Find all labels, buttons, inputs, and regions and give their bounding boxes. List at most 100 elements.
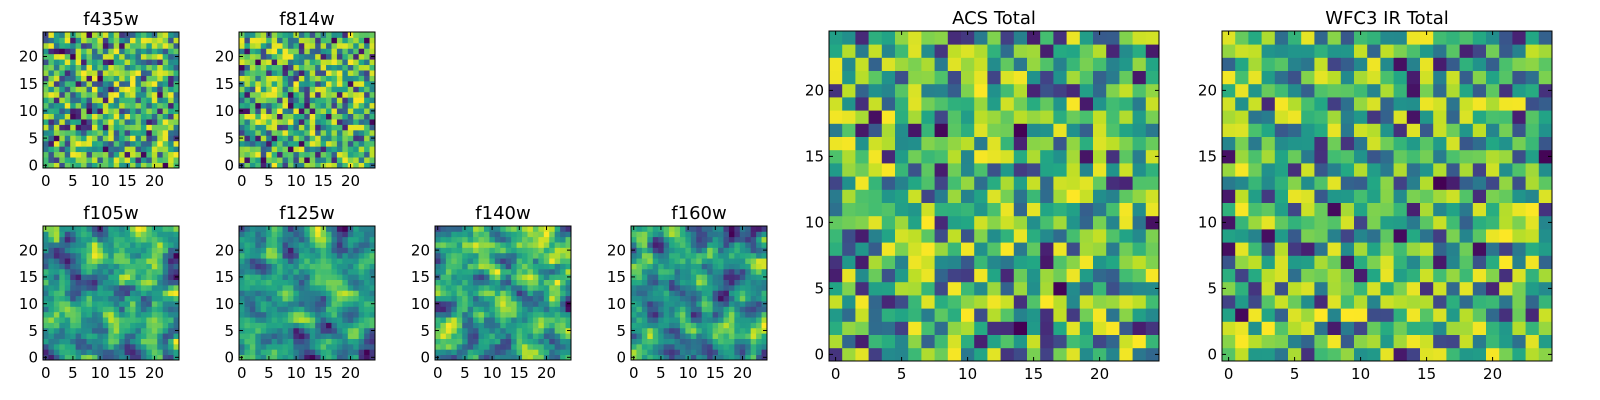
heatmap-cell (86, 70, 93, 76)
heatmap-cell (108, 231, 115, 238)
heatmap-cell (239, 349, 245, 356)
heatmap-cell (102, 301, 109, 307)
heatmap-cell (750, 274, 757, 280)
heatmap-cell (53, 295, 60, 302)
heatmap-cell (173, 151, 180, 158)
heatmap-cell (320, 242, 327, 248)
heatmap-cell (162, 64, 169, 71)
heatmap-cell (1459, 321, 1474, 335)
heatmap-cell (522, 295, 528, 302)
heatmap-cell (146, 113, 153, 120)
heatmap-cell (478, 231, 485, 238)
heatmap-cell (244, 268, 251, 275)
heatmap-cell (298, 247, 305, 254)
heatmap-cell (108, 333, 115, 339)
heatmap-cell (543, 349, 550, 356)
heatmap-cell (532, 226, 539, 232)
heatmap-cell (146, 42, 153, 49)
heatmap-cell (315, 274, 321, 280)
heatmap-cell (91, 343, 98, 350)
heatmap-cell (961, 321, 975, 335)
heatmap-cell (756, 327, 762, 334)
heatmap-cell (1013, 229, 1028, 243)
heatmap-cell (75, 42, 82, 49)
heatmap-cell (473, 295, 479, 302)
heatmap-cell (516, 295, 523, 302)
heatmap-cell (64, 311, 71, 318)
heatmap-cell (86, 42, 93, 49)
heatmap-cell (1053, 31, 1067, 45)
heatmap-cell (342, 226, 349, 232)
heatmap-cell (987, 321, 1001, 335)
heatmap-cell (298, 157, 305, 163)
heatmap-cell (674, 252, 681, 259)
heatmap-cell (756, 274, 762, 280)
heatmap-cell (146, 301, 153, 307)
heatmap-cell (881, 163, 896, 177)
heatmap-cell (554, 279, 561, 286)
heatmap-cell (146, 162, 153, 169)
heatmap-cell (70, 317, 77, 323)
heatmap-cell (53, 268, 60, 275)
heatmap-cell (244, 322, 251, 329)
heatmap-cell (1486, 255, 1500, 269)
heatmap-cell (315, 338, 321, 345)
heatmap-cell (987, 83, 1001, 98)
heatmap-cell (728, 231, 735, 238)
heatmap-cell (320, 129, 327, 136)
heatmap-cell (456, 311, 463, 318)
heatmap-cell (921, 110, 935, 124)
heatmap-cell (522, 263, 528, 270)
heatmap-cell (342, 317, 349, 323)
heatmap-cell (641, 290, 648, 297)
heatmap-cell (358, 343, 365, 350)
heatmap-cell (309, 279, 316, 286)
heatmap-cell (140, 157, 147, 163)
heatmap-cell (669, 338, 675, 345)
heatmap-cell (505, 252, 512, 259)
heatmap-cell (113, 48, 120, 55)
heatmap-cell (336, 32, 343, 38)
heatmap-cell (1420, 268, 1434, 283)
heatmap-cell (48, 322, 55, 329)
heatmap-cell (652, 322, 659, 329)
heatmap-cell (712, 301, 719, 307)
heatmap-cell (1053, 123, 1067, 137)
heatmap-cell (473, 311, 479, 318)
heatmap-cell (309, 301, 316, 307)
heatmap-cell (102, 113, 109, 120)
heatmap-cell (560, 333, 566, 339)
heatmap-cell (538, 306, 545, 313)
heatmap-cell (151, 338, 158, 345)
heatmap-cell (712, 258, 719, 264)
heatmap-cell (1013, 31, 1028, 45)
heatmap-cell (162, 274, 169, 280)
heatmap-cell (140, 338, 147, 345)
heatmap-cell (445, 322, 452, 329)
heatmap-cell (271, 274, 278, 280)
heatmap-cell (347, 279, 354, 286)
heatmap-cell (1420, 295, 1434, 309)
heatmap-cell (483, 306, 490, 313)
heatmap-cell (652, 268, 659, 275)
heatmap-cell (266, 247, 273, 254)
heatmap-cell (266, 86, 273, 93)
heatmap-cell (1013, 163, 1028, 177)
heatmap-cell (124, 113, 131, 120)
heatmap-cell (647, 306, 654, 313)
heatmap-cell (342, 231, 349, 238)
heatmap-cell (75, 236, 82, 243)
heatmap-cell (739, 306, 746, 313)
heatmap-cell (239, 37, 245, 44)
heatmap-cell (342, 37, 349, 44)
heatmap-cell (674, 236, 681, 243)
heatmap-cell (756, 236, 762, 243)
heatmap-cell (255, 119, 262, 125)
heatmap-cell (320, 263, 327, 270)
heatmap-cell (326, 301, 332, 307)
heatmap-cell (1261, 163, 1276, 177)
heatmap-cell (124, 97, 131, 104)
heatmap-cell (1380, 176, 1394, 190)
heatmap-cell (685, 301, 692, 307)
heatmap-cell (304, 151, 311, 158)
